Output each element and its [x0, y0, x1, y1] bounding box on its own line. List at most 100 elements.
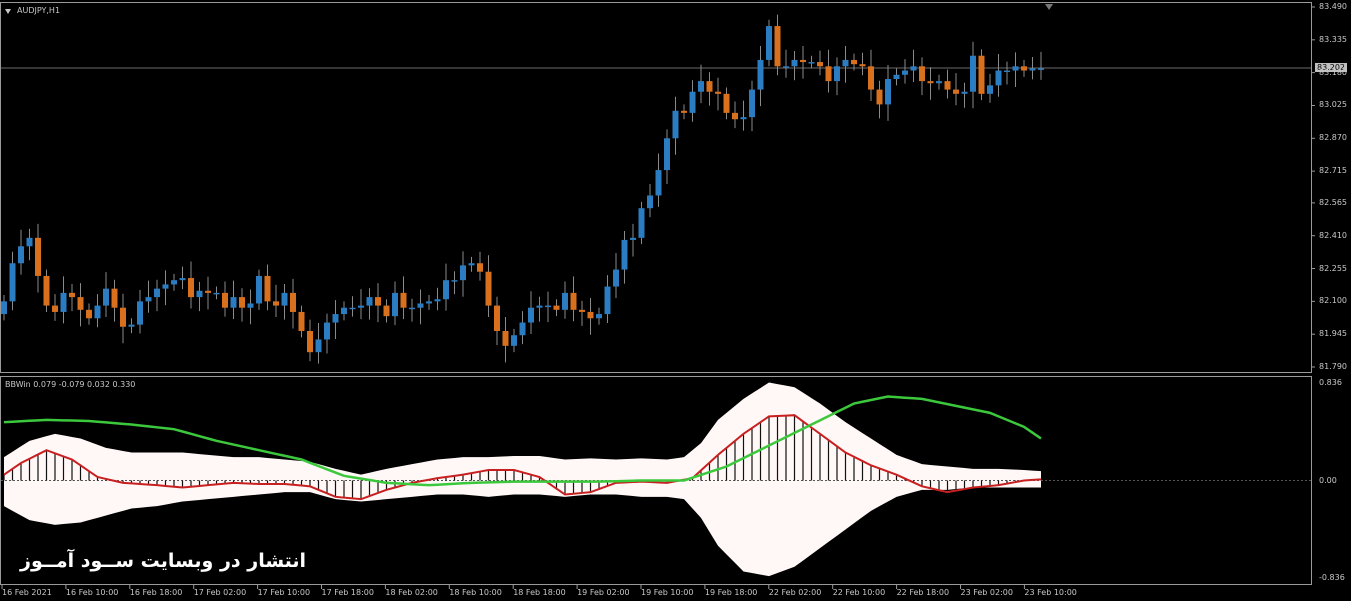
- candle-bull: [332, 314, 339, 323]
- candle-bull: [179, 278, 186, 281]
- candle-bear: [715, 91, 721, 94]
- price-tick-label: 82.100: [1319, 296, 1347, 306]
- price-tick-label: 83.180: [1319, 67, 1347, 77]
- price-chart-pane[interactable]: [0, 2, 1312, 373]
- candle-bull: [94, 305, 101, 319]
- candle-bear: [264, 275, 271, 302]
- candle-bear: [732, 112, 738, 120]
- candle-bear: [706, 81, 713, 92]
- time-tick-label: 22 Feb 10:00: [832, 588, 886, 597]
- current-price-tag: 83.202: [1315, 63, 1347, 72]
- candle-bull: [103, 288, 109, 306]
- chart-shift-triangle-icon[interactable]: [1045, 4, 1053, 10]
- candle-bear: [222, 292, 228, 308]
- candle-bear: [298, 311, 305, 331]
- time-tick-label: 16 Feb 18:00: [129, 588, 183, 597]
- candle-bear: [290, 292, 296, 312]
- candle-bull: [893, 74, 900, 79]
- watermark-text: انتشار در وبسایت ســود آمــوز: [20, 550, 307, 572]
- time-tick-label: 16 Feb 10:00: [65, 588, 119, 597]
- candle-bull: [519, 322, 526, 336]
- candle-bull: [613, 269, 619, 287]
- candle-bear: [851, 59, 857, 65]
- candle-bear: [978, 55, 985, 94]
- candle-bear: [817, 62, 823, 67]
- candle-bull: [961, 91, 968, 94]
- indicator-label: BBWin 0.079 -0.079 0.032 0.330: [5, 380, 136, 389]
- time-tick-label: 19 Feb 18:00: [704, 588, 758, 597]
- indicator-tick-label: 0.836: [1319, 378, 1342, 387]
- price-tick-label: 81.945: [1319, 329, 1347, 339]
- candle-bull: [630, 237, 636, 240]
- price-tick-label: 83.025: [1319, 100, 1347, 110]
- price-tick-label: 82.255: [1319, 263, 1347, 273]
- candle-bull: [366, 297, 373, 306]
- candle-bear: [570, 292, 577, 310]
- candle-bull: [740, 117, 747, 120]
- candle-bull: [791, 59, 798, 67]
- time-tick-label: 16 Feb 2021: [2, 588, 52, 597]
- candle-bull: [647, 195, 653, 209]
- candle-bear: [400, 292, 407, 308]
- candle-bull: [545, 305, 551, 308]
- candle-bull: [417, 303, 424, 308]
- candle-bull: [162, 284, 169, 289]
- candle-bull: [808, 62, 815, 64]
- candle-bull: [638, 208, 645, 238]
- time-tick-label: 22 Feb 18:00: [896, 588, 950, 597]
- candle-bull: [757, 59, 764, 90]
- chart-menu-triangle-icon[interactable]: [5, 9, 11, 14]
- candle-bear: [205, 290, 211, 293]
- time-tick-label: 17 Feb 10:00: [257, 588, 311, 597]
- price-tick-label: 82.715: [1319, 166, 1347, 176]
- time-tick-label: 22 Feb 02:00: [768, 588, 822, 597]
- candle-bull: [783, 66, 789, 68]
- candle-bull: [145, 297, 152, 302]
- time-tick-label: 18 Feb 10:00: [449, 588, 502, 597]
- candle-bear: [681, 110, 687, 113]
- candle-bull: [936, 81, 942, 84]
- candle-bull: [26, 237, 33, 247]
- candle-bear: [1021, 66, 1027, 71]
- candle-bull: [987, 85, 993, 94]
- candle-bear: [86, 309, 92, 319]
- bandwidth-line: [3, 395, 1042, 487]
- candle-bull: [409, 307, 415, 310]
- candle-bull: [60, 292, 67, 312]
- candle-bull: [1004, 70, 1010, 73]
- candle-bull: [689, 91, 696, 113]
- candle-bull: [655, 170, 662, 196]
- candle-bull: [341, 307, 347, 315]
- candle-bear: [502, 331, 509, 346]
- candle-bear: [375, 297, 381, 306]
- time-tick-label: 18 Feb 18:00: [513, 588, 566, 597]
- candle-bull: [1012, 66, 1019, 71]
- candle-bear: [111, 288, 118, 308]
- time-tick-label: 19 Feb 10:00: [641, 588, 694, 597]
- candle-bear: [69, 292, 75, 298]
- candle-bull: [230, 297, 237, 308]
- price-tick-label: 81.790: [1319, 362, 1347, 371]
- candle-bear: [307, 331, 313, 353]
- time-tick-label: 23 Feb 10:00: [1024, 588, 1077, 597]
- time-tick-label: 23 Feb 02:00: [960, 588, 1013, 597]
- candle-bull: [664, 138, 670, 171]
- candle-bull: [137, 301, 143, 325]
- candle-bull: [902, 70, 908, 75]
- candle-bear: [927, 81, 934, 84]
- time-tick-label: 18 Feb 02:00: [385, 588, 438, 597]
- candle-bull: [349, 307, 356, 310]
- candle-bear: [120, 307, 126, 327]
- candle-bear: [825, 66, 832, 82]
- candle-bear: [77, 297, 84, 310]
- candle-bull: [834, 66, 840, 82]
- candle-bear: [953, 89, 959, 94]
- indicator-pane[interactable]: [0, 376, 1312, 585]
- candle-bull: [596, 314, 602, 319]
- candle-bear: [800, 59, 806, 63]
- candle-bear: [35, 237, 41, 276]
- candle-bull: [1038, 68, 1044, 70]
- time-tick-label: 17 Feb 02:00: [193, 588, 247, 597]
